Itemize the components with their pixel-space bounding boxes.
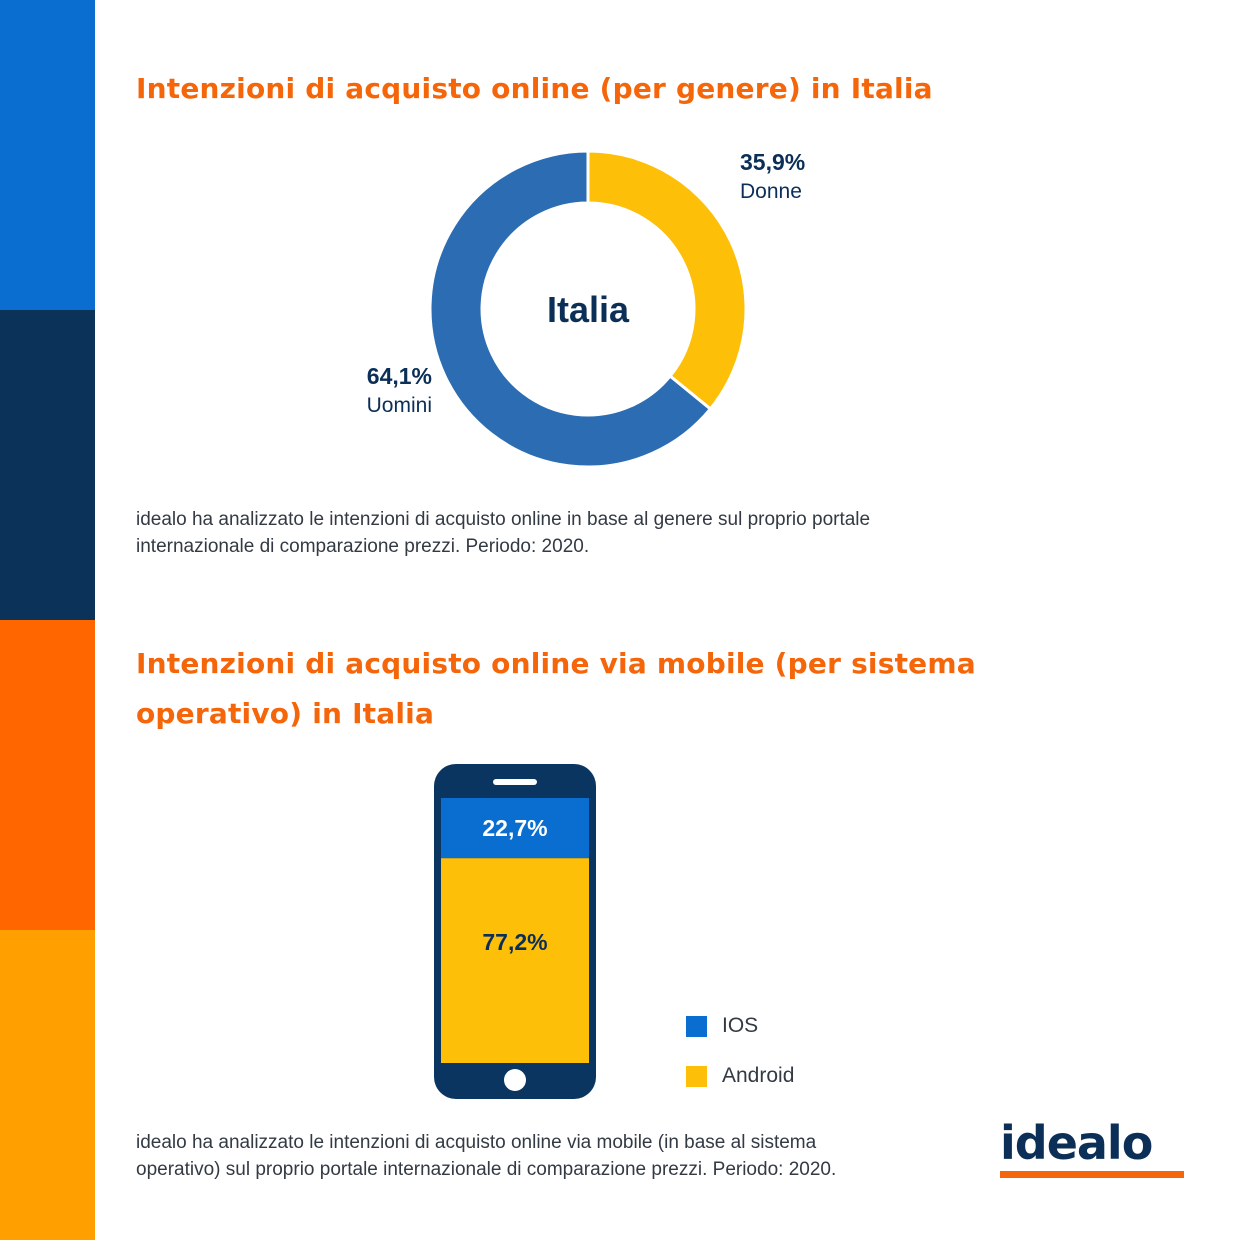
legend-label-android: Android bbox=[722, 1064, 795, 1087]
phone-bar-ios bbox=[441, 798, 589, 859]
side-bar-amber bbox=[0, 930, 95, 1240]
section2-title: Intenzioni di acquisto online via mobile… bbox=[136, 639, 976, 739]
donut-center-label: Italia bbox=[547, 289, 630, 330]
section1-description-line1: idealo ha analizzato le intenzioni di ac… bbox=[136, 509, 871, 530]
idealo-logo-underline bbox=[1000, 1171, 1184, 1178]
phone-bar-label-ios: 22,7% bbox=[482, 815, 547, 841]
uomini-value-label: 64,1% bbox=[367, 363, 432, 389]
donut-slice-donne bbox=[586, 149, 748, 412]
gender-donut-chart: Italia 35,9% Donne 64,1% Uomini bbox=[367, 149, 805, 469]
section2-title-line1: Intenzioni di acquisto online via mobile… bbox=[136, 647, 976, 680]
donut-slice-uomini bbox=[428, 149, 713, 469]
os-phone-chart: 22,7% 77,2% bbox=[434, 764, 596, 1099]
side-bar-navy bbox=[0, 310, 95, 620]
android-swatch bbox=[686, 1065, 707, 1087]
side-bar-blue bbox=[0, 0, 95, 310]
phone-speaker bbox=[493, 779, 537, 785]
idealo-logo-text: idealo bbox=[1000, 1116, 1153, 1170]
legend-label-ios: IOS bbox=[722, 1014, 759, 1037]
legend-item-ios: IOS bbox=[686, 1001, 794, 1051]
side-bar-orange bbox=[0, 620, 95, 930]
phone-home-button bbox=[504, 1069, 526, 1091]
section2-description: idealo ha analizzato le intenzioni di ac… bbox=[136, 1129, 836, 1183]
phone-bar-android bbox=[441, 858, 589, 1063]
section1-description-line2: internazionale di comparazione prezzi. P… bbox=[136, 536, 590, 557]
uomini-name-label: Uomini bbox=[367, 394, 432, 417]
idealo-logo[interactable]: idealo bbox=[1000, 1118, 1184, 1178]
donne-name-label: Donne bbox=[740, 180, 802, 203]
os-legend: IOS Android bbox=[686, 1001, 794, 1101]
donne-value-label: 35,9% bbox=[740, 149, 805, 175]
section1-description: idealo ha analizzato le intenzioni di ac… bbox=[136, 506, 870, 560]
section2-description-line2: operativo) sul proprio portale internazi… bbox=[136, 1159, 837, 1180]
section2-description-line1: idealo ha analizzato le intenzioni di ac… bbox=[136, 1132, 817, 1153]
section2-title-line2: operativo) in Italia bbox=[136, 697, 435, 730]
phone-bar-label-android: 77,2% bbox=[482, 929, 547, 955]
legend-item-android: Android bbox=[686, 1051, 794, 1101]
ios-swatch bbox=[686, 1015, 707, 1037]
section1-title: Intenzioni di acquisto online (per gener… bbox=[136, 72, 933, 105]
